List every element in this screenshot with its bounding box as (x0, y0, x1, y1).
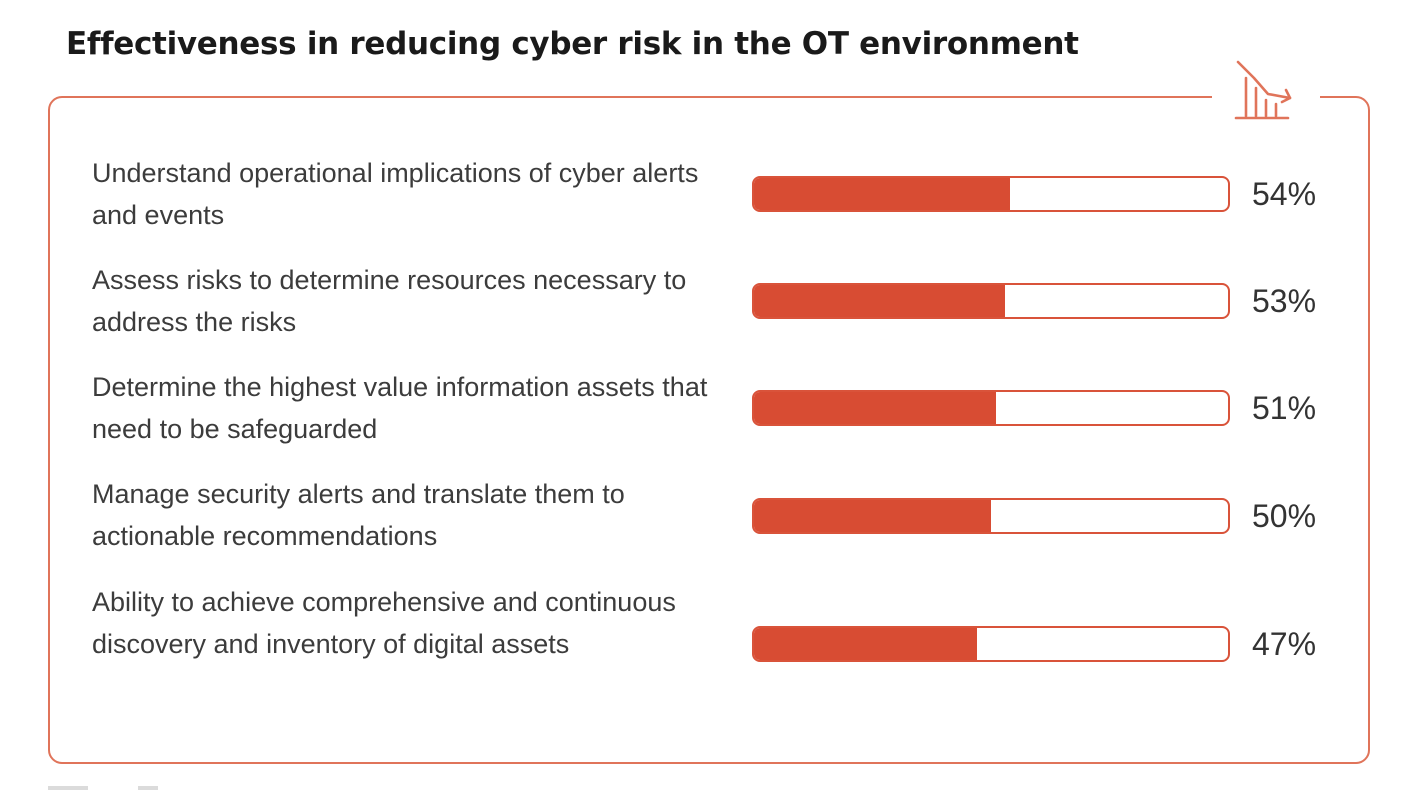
bar-value-label: 47% (1252, 626, 1317, 662)
bar (754, 178, 1011, 210)
declining-bar-chart-icon (1234, 60, 1292, 120)
bar-track (752, 390, 1230, 426)
bar (754, 500, 991, 532)
bar-label: Assess risks to determine resources nece… (92, 265, 687, 337)
chart-frame (48, 96, 1370, 764)
bar (754, 392, 996, 424)
bar-value-label: 51% (1252, 390, 1317, 426)
bar-value-label: 50% (1252, 498, 1317, 534)
bar-label: Ability to achieve comprehensive and con… (92, 587, 676, 659)
bar (754, 285, 1006, 317)
bar-label: Determine the highest value information … (92, 372, 708, 444)
bar-label: Understand operational implications of c… (92, 158, 699, 230)
bar (754, 628, 977, 660)
bar-track (752, 498, 1230, 534)
bar-track (752, 176, 1230, 212)
footnote-fragment (48, 786, 158, 790)
bar-track (752, 283, 1230, 319)
bar-label: Manage security alerts and translate the… (92, 479, 625, 551)
chart-title: Effectiveness in reducing cyber risk in … (66, 26, 1079, 62)
bar-value-label: 53% (1252, 283, 1317, 319)
bar-value-label: 54% (1252, 176, 1317, 212)
bar-track (752, 626, 1230, 662)
